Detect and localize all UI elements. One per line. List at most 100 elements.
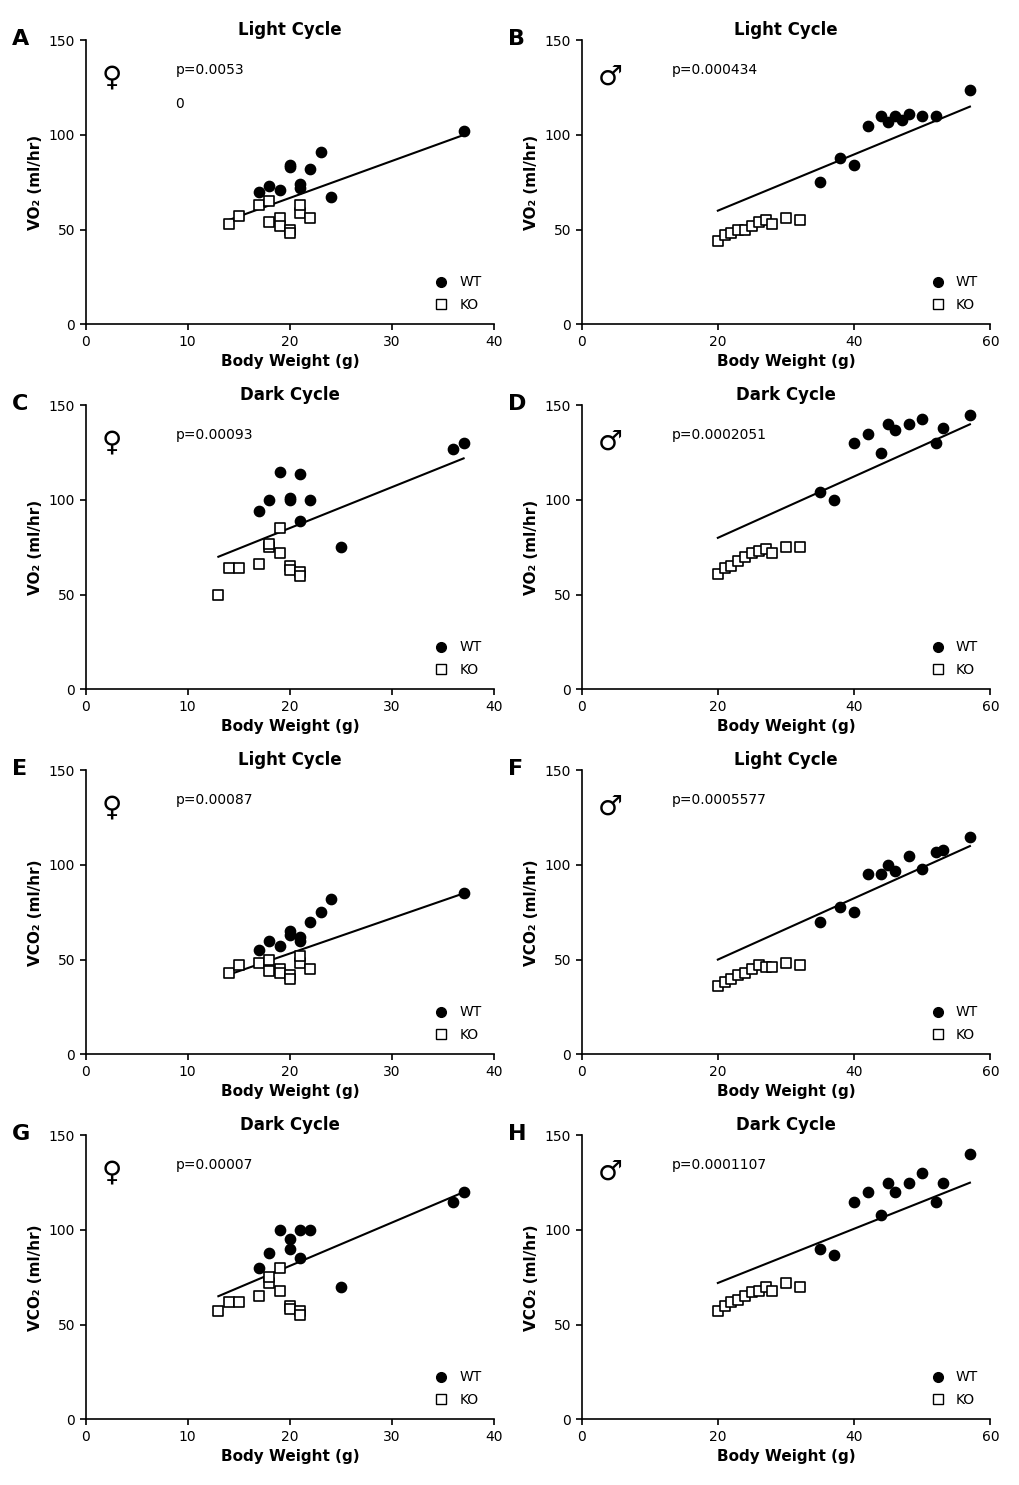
Text: p=0.00093: p=0.00093	[175, 428, 253, 443]
Point	[281, 1237, 298, 1261]
Point	[715, 970, 732, 993]
Point	[271, 1279, 287, 1302]
Point	[291, 560, 308, 584]
Point	[913, 857, 929, 881]
Point	[811, 1237, 827, 1261]
Point	[291, 952, 308, 976]
Text: p=0.0005577: p=0.0005577	[671, 793, 765, 806]
Point	[961, 77, 977, 101]
Legend: WT, KO: WT, KO	[422, 634, 487, 682]
Text: E: E	[12, 759, 28, 780]
Point	[281, 558, 298, 582]
Point	[811, 910, 827, 934]
Point	[291, 928, 308, 952]
Point	[757, 208, 773, 232]
Point	[845, 153, 861, 177]
Point	[757, 538, 773, 561]
Point	[251, 1256, 267, 1280]
Text: ♂: ♂	[597, 793, 623, 821]
Point	[291, 1299, 308, 1323]
Point	[961, 402, 977, 426]
Point	[251, 180, 267, 203]
Point	[750, 1279, 766, 1302]
Point	[736, 218, 752, 242]
Y-axis label: VO₂ (ml/hr): VO₂ (ml/hr)	[29, 135, 43, 230]
Point	[879, 1170, 896, 1194]
Point	[291, 509, 308, 533]
Point	[900, 102, 916, 126]
Legend: WT, KO: WT, KO	[422, 999, 487, 1047]
Point	[859, 1181, 875, 1204]
Text: p=0.00007: p=0.00007	[175, 1158, 253, 1172]
Point	[261, 189, 277, 212]
Point	[791, 1274, 807, 1298]
X-axis label: Body Weight (g): Body Weight (g)	[220, 719, 359, 734]
Text: p=0.0053: p=0.0053	[175, 62, 244, 77]
Point	[455, 1181, 472, 1204]
Point	[261, 211, 277, 235]
Point	[210, 1299, 226, 1323]
Text: D: D	[507, 394, 526, 414]
Point	[281, 156, 298, 180]
Point	[332, 536, 348, 560]
Point	[859, 422, 875, 446]
Point	[824, 489, 841, 512]
Point	[281, 554, 298, 578]
Point	[291, 564, 308, 588]
Point	[302, 958, 318, 982]
Y-axis label: VCO₂ (ml/hr): VCO₂ (ml/hr)	[29, 1224, 43, 1331]
Point	[455, 882, 472, 906]
Point	[251, 499, 267, 523]
Point	[291, 1218, 308, 1241]
Point	[750, 539, 766, 563]
Point	[845, 1189, 861, 1213]
Point	[722, 1290, 739, 1314]
Point	[291, 193, 308, 217]
Text: ♂: ♂	[597, 428, 623, 456]
Point	[757, 1274, 773, 1298]
Point	[302, 1218, 318, 1241]
Text: B: B	[507, 30, 525, 49]
Point	[261, 1265, 277, 1289]
Point	[251, 1285, 267, 1308]
Point	[715, 223, 732, 247]
Y-axis label: VO₂ (ml/hr): VO₂ (ml/hr)	[524, 500, 539, 595]
Point	[933, 1170, 950, 1194]
Point	[832, 146, 848, 169]
Point	[271, 934, 287, 958]
Point	[281, 218, 298, 242]
Point	[271, 206, 287, 230]
Text: ♂: ♂	[597, 1158, 623, 1187]
Legend: WT, KO: WT, KO	[422, 270, 487, 318]
X-axis label: Body Weight (g): Body Weight (g)	[220, 353, 359, 370]
Text: F: F	[507, 759, 523, 780]
Text: p=0.0002051: p=0.0002051	[671, 428, 765, 443]
Point	[709, 974, 726, 998]
Legend: WT, KO: WT, KO	[917, 634, 982, 682]
Point	[736, 1285, 752, 1308]
Point	[750, 211, 766, 235]
Text: C: C	[12, 394, 29, 414]
Point	[271, 961, 287, 985]
Point	[251, 193, 267, 217]
Point	[736, 961, 752, 985]
Y-axis label: VCO₂ (ml/hr): VCO₂ (ml/hr)	[524, 858, 539, 965]
Point	[730, 1287, 746, 1311]
Point	[709, 561, 726, 585]
Point	[302, 910, 318, 934]
Point	[210, 582, 226, 606]
Point	[743, 958, 759, 982]
Point	[715, 557, 732, 581]
Point	[281, 967, 298, 990]
Point	[777, 1271, 794, 1295]
Point	[811, 171, 827, 195]
Point	[220, 212, 236, 236]
Point	[302, 206, 318, 230]
Point	[261, 536, 277, 560]
Point	[281, 919, 298, 943]
Point	[220, 557, 236, 581]
Text: ♀: ♀	[102, 428, 122, 456]
Point	[933, 838, 950, 861]
Point	[271, 1218, 287, 1241]
Point	[913, 1161, 929, 1185]
